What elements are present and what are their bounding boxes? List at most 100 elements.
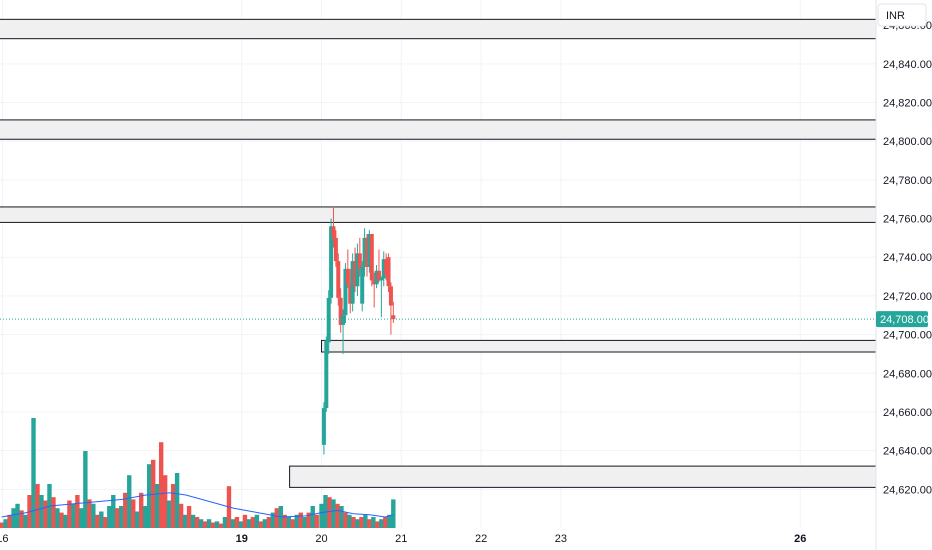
price-tick-label: 24,820.00 — [883, 98, 932, 110]
volume-moving-average — [1, 492, 394, 518]
candle — [367, 230, 372, 273]
volume-bar — [59, 512, 64, 528]
volume-bar — [214, 521, 220, 528]
volume-bar — [55, 508, 60, 528]
candle — [324, 336, 329, 412]
candle — [369, 234, 374, 287]
volume-bar — [218, 523, 224, 528]
volume-bar — [286, 517, 292, 528]
candle-body — [360, 266, 365, 304]
candle-body — [381, 259, 386, 279]
price-tick-label: 24,700.00 — [883, 330, 932, 342]
volume-bar — [210, 522, 216, 528]
volume-bar — [35, 484, 40, 528]
volume-bar — [139, 492, 144, 528]
time-tick-label: 16 — [0, 533, 9, 545]
candle-body — [348, 284, 353, 304]
candle — [374, 264, 379, 289]
volume-bar — [331, 499, 336, 528]
candle-body — [333, 237, 338, 262]
price-zone — [0, 206, 877, 223]
price-tick-label: 24,720.00 — [883, 291, 932, 303]
time-axis[interactable]: 16 19 20 21 22 23 26 — [0, 533, 806, 545]
candle-body — [338, 297, 343, 325]
volume-bar — [39, 495, 44, 528]
volume-bar — [314, 514, 319, 528]
volume-bar — [111, 495, 116, 528]
volume-bar — [379, 519, 384, 528]
volume-bar — [363, 514, 368, 528]
volume-bar — [79, 508, 84, 528]
volume-bar — [323, 495, 328, 528]
candle — [321, 402, 326, 455]
candle — [364, 234, 369, 277]
volume-bar — [95, 514, 100, 528]
volume-bar — [186, 506, 192, 528]
candle — [343, 263, 348, 323]
volume-bar — [274, 508, 280, 528]
price-tick-label: 24,660.00 — [883, 407, 932, 419]
currency-badge[interactable] — [877, 3, 927, 27]
volume-bar — [182, 514, 188, 528]
volume-bar — [178, 503, 184, 528]
candle-body — [357, 253, 362, 269]
volume-bar — [254, 514, 260, 528]
candle-body — [355, 253, 360, 287]
volume-bar — [154, 484, 160, 528]
volume-bar — [198, 519, 204, 528]
candle-body — [376, 270, 381, 281]
candle — [350, 253, 355, 312]
candle-body — [326, 297, 331, 343]
volume-bar — [123, 492, 128, 528]
volume-bar — [391, 499, 396, 528]
volume-bar — [75, 495, 80, 528]
volume-bar — [250, 517, 256, 528]
volume-ma-line — [1, 492, 394, 518]
volume-bar — [31, 418, 36, 528]
volume-bar — [71, 503, 76, 528]
volume-bar — [238, 521, 244, 528]
candle-body — [374, 270, 379, 285]
candle — [331, 206, 336, 248]
candle-body — [384, 259, 389, 275]
volume-bar — [115, 508, 120, 528]
candle-body — [321, 408, 326, 445]
volume-bar — [302, 517, 307, 528]
candle — [372, 272, 377, 308]
volume-bar — [351, 517, 356, 528]
currency-label: INR — [886, 10, 905, 22]
candle-body — [341, 315, 346, 325]
volume-bar — [327, 497, 332, 528]
candle — [345, 249, 350, 289]
volume-bar — [83, 451, 88, 528]
candle — [348, 268, 353, 314]
volume-bar — [242, 514, 248, 528]
candle — [379, 276, 384, 318]
volume-bar — [194, 517, 200, 528]
price-tick-label: 24,640.00 — [883, 446, 932, 458]
volume-bar — [230, 519, 236, 528]
candle — [353, 247, 358, 293]
candle — [338, 288, 343, 333]
price-tick-label: 24,780.00 — [883, 175, 932, 187]
volume-bar — [262, 519, 268, 528]
last-price-label: 24,708.00 — [880, 314, 929, 326]
volume-bar — [43, 500, 48, 528]
candle-body — [367, 234, 372, 267]
candle — [386, 253, 391, 293]
volume-bar — [371, 517, 376, 528]
volume-bar — [119, 506, 124, 528]
time-tick-label: 23 — [555, 533, 567, 545]
time-tick-label: 19 — [236, 533, 248, 545]
price-tick-label: 24,680.00 — [883, 368, 932, 380]
volume-bar — [166, 500, 172, 528]
volume-bar — [158, 442, 164, 528]
volume-bar — [0, 522, 4, 528]
price-zones — [0, 18, 877, 488]
volume-bar — [174, 473, 180, 528]
price-tick-label: 24,740.00 — [883, 252, 932, 264]
price-zone — [0, 119, 877, 140]
volume-bar — [103, 517, 108, 528]
volume-bar — [387, 514, 392, 528]
